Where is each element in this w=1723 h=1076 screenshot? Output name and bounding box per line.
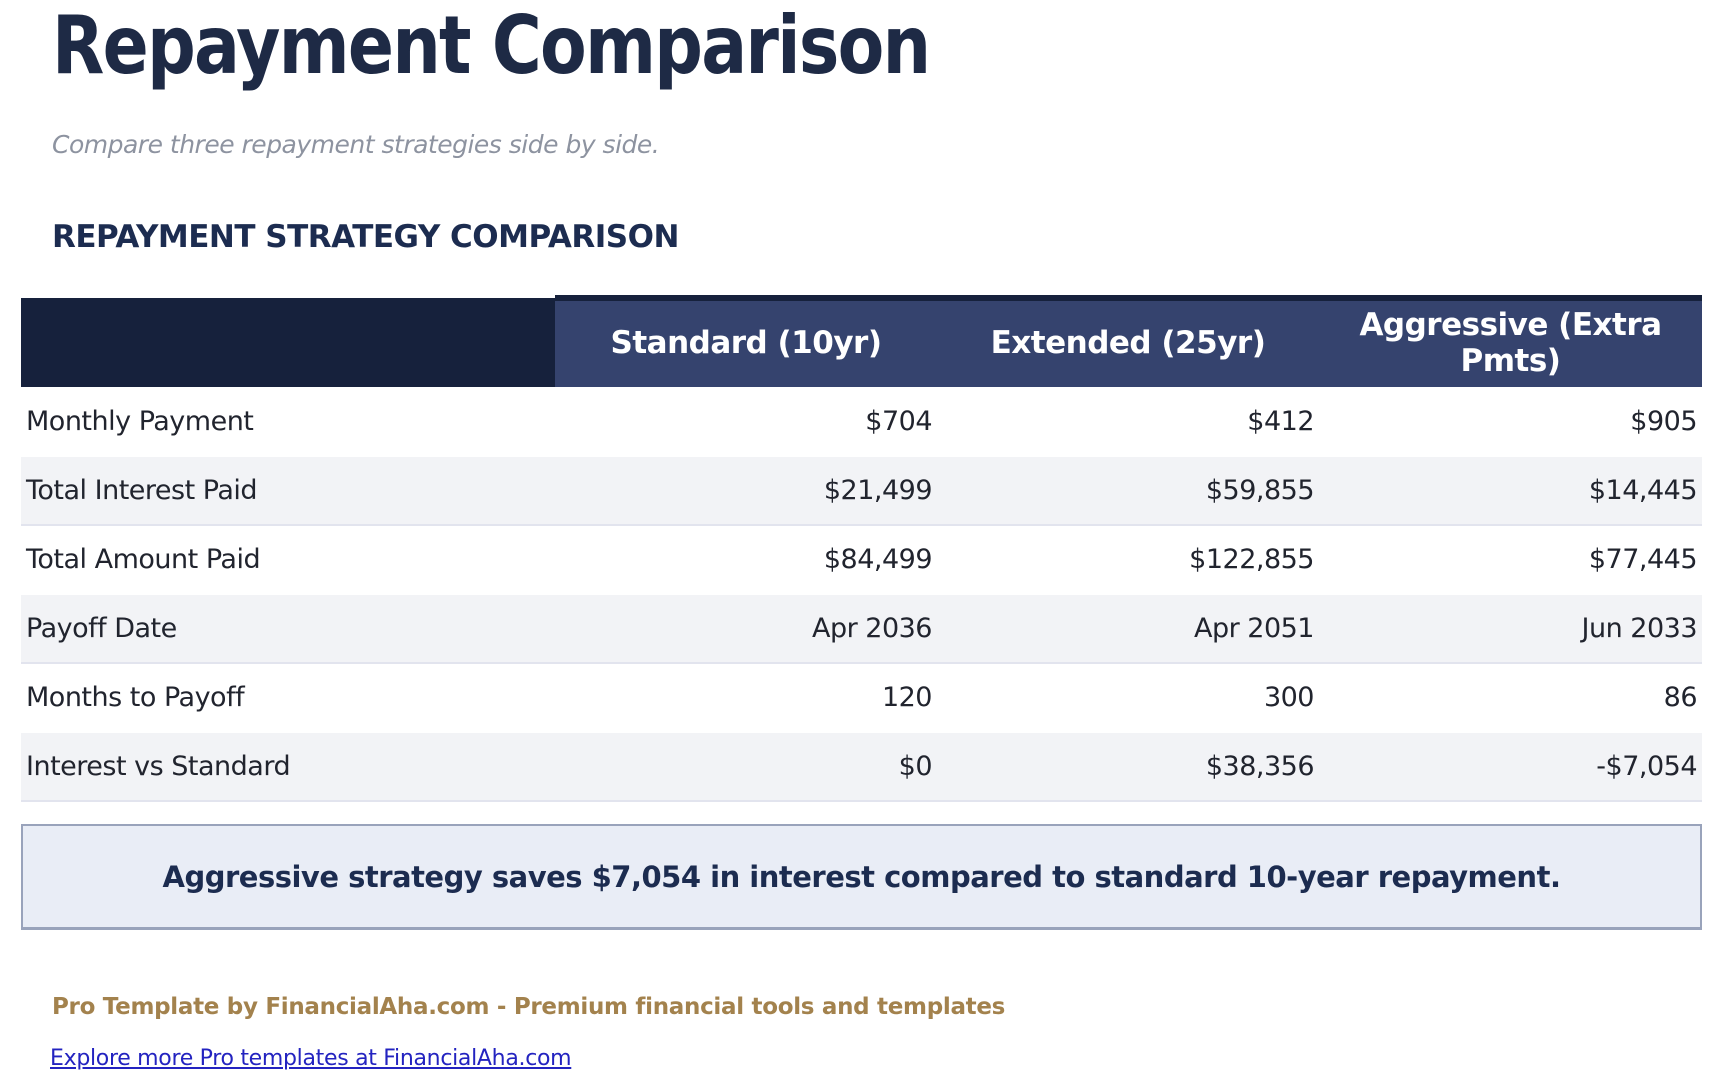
column-header-extended: Extended (25yr) [937, 295, 1319, 387]
table-row-monthly-payment: Monthly Payment $704 $412 $905 [21, 387, 1702, 457]
comparison-table: Standard (10yr) Extended (25yr) Aggressi… [21, 295, 1702, 802]
cell-value: 120 [555, 663, 937, 733]
footer-branding: Pro Template by FinancialAha.com - Premi… [52, 994, 1006, 1020]
cell-value: Apr 2036 [555, 594, 937, 664]
row-label: Interest vs Standard [21, 732, 555, 802]
cell-value: Jun 2033 [1319, 594, 1702, 664]
row-label: Total Amount Paid [21, 525, 555, 595]
cell-value: Apr 2051 [937, 594, 1319, 664]
summary-text: Aggressive strategy saves $7,054 in inte… [162, 859, 1561, 894]
cell-value: 300 [937, 663, 1319, 733]
cell-value: $38,356 [937, 732, 1319, 802]
table-body: Monthly Payment $704 $412 $905 Total Int… [21, 387, 1702, 802]
cell-value: $21,499 [555, 456, 937, 526]
column-header-standard: Standard (10yr) [555, 295, 937, 387]
cell-value: 86 [1319, 663, 1702, 733]
table-row-interest-vs-standard: Interest vs Standard $0 $38,356 -$7,054 [21, 732, 1702, 802]
table-header-row: Standard (10yr) Extended (25yr) Aggressi… [21, 295, 1702, 387]
summary-callout: Aggressive strategy saves $7,054 in inte… [21, 824, 1702, 930]
row-label: Monthly Payment [21, 387, 555, 457]
row-label: Months to Payoff [21, 663, 555, 733]
footer-link[interactable]: Explore more Pro templates at FinancialA… [50, 1046, 572, 1071]
cell-value: $14,445 [1319, 456, 1702, 526]
table-row-total-amount: Total Amount Paid $84,499 $122,855 $77,4… [21, 525, 1702, 595]
cell-value: $84,499 [555, 525, 937, 595]
cell-value: $59,855 [937, 456, 1319, 526]
row-label: Total Interest Paid [21, 456, 555, 526]
page-title: Repayment Comparison [52, 0, 931, 92]
section-title: REPAYMENT STRATEGY COMPARISON [52, 219, 679, 255]
cell-value: $122,855 [937, 525, 1319, 595]
cell-value: $412 [937, 387, 1319, 457]
table-row-total-interest: Total Interest Paid $21,499 $59,855 $14,… [21, 456, 1702, 526]
table-row-months-to-payoff: Months to Payoff 120 300 86 [21, 663, 1702, 733]
cell-value: $0 [555, 732, 937, 802]
cell-value: $704 [555, 387, 937, 457]
table-header: Standard (10yr) Extended (25yr) Aggressi… [21, 295, 1702, 387]
row-label: Payoff Date [21, 594, 555, 664]
cell-value: $77,445 [1319, 525, 1702, 595]
cell-value: -$7,054 [1319, 732, 1702, 802]
table-corner-cell [21, 298, 555, 387]
cell-value: $905 [1319, 387, 1702, 457]
column-header-aggressive: Aggressive (Extra Pmts) [1319, 295, 1702, 387]
page-subtitle: Compare three repayment strategies side … [52, 130, 660, 159]
table-row-payoff-date: Payoff Date Apr 2036 Apr 2051 Jun 2033 [21, 594, 1702, 664]
